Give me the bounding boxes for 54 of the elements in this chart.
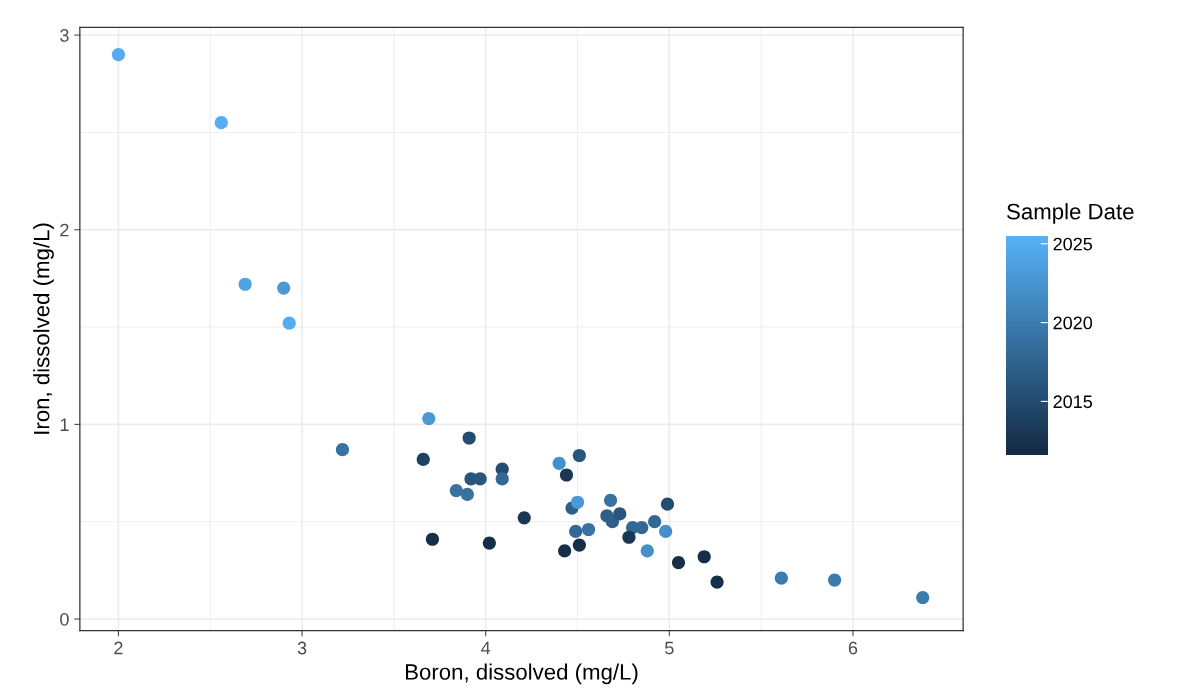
x-tick-label: 6 [848, 641, 858, 655]
point [569, 524, 583, 539]
point [613, 507, 627, 521]
point [916, 591, 930, 605]
y-tick-label: 3 [60, 29, 69, 42]
point [622, 530, 636, 544]
point [660, 497, 675, 511]
color-bar-title: Sample Date [1007, 203, 1134, 224]
point [482, 536, 496, 550]
point [238, 277, 252, 291]
point [517, 511, 531, 525]
point [335, 443, 350, 457]
point [214, 116, 228, 130]
y-tick-label: 2 [60, 223, 69, 237]
point [572, 538, 586, 552]
point [659, 524, 673, 539]
point [774, 571, 788, 585]
color-bar-label: 2015 [1053, 395, 1093, 409]
point [416, 452, 430, 466]
color-bar-label: 2020 [1053, 316, 1093, 330]
point [449, 483, 463, 498]
point [559, 468, 574, 482]
point [495, 472, 509, 486]
point [282, 316, 296, 330]
point [462, 431, 476, 445]
point [425, 532, 440, 546]
point [277, 281, 291, 295]
point [635, 520, 649, 535]
point [581, 522, 596, 537]
point [828, 573, 842, 587]
x-tick-label: 4 [481, 641, 491, 655]
point [473, 472, 487, 486]
point [671, 555, 686, 570]
point [605, 515, 619, 529]
point [603, 493, 618, 507]
y-tick-label: 1 [60, 418, 69, 431]
x-tick-label: 3 [297, 641, 307, 655]
point [422, 411, 436, 426]
point [640, 544, 654, 558]
point [572, 448, 586, 463]
x-tick-label: 2 [114, 641, 123, 655]
x-tick-label: 5 [665, 641, 674, 655]
point [710, 575, 724, 589]
x-axis-title: Boron, dissolved (mg/L) [406, 663, 638, 685]
point [460, 487, 474, 502]
point [648, 515, 662, 529]
y-axis-title: Iron, dissolved (mg/L) [33, 223, 54, 434]
color-bar-label: 2025 [1053, 237, 1093, 251]
point [552, 456, 566, 470]
point [111, 47, 126, 62]
point [558, 544, 572, 558]
point [570, 495, 585, 509]
y-tick-label: 0 [60, 612, 69, 626]
point [697, 550, 711, 564]
